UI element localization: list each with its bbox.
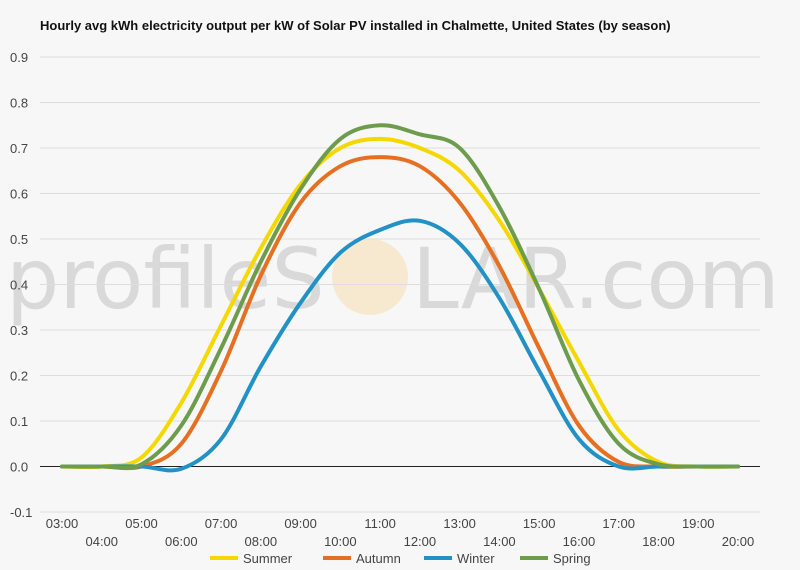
legend-label-winter: Winter — [457, 551, 495, 566]
y-tick-label: -0.1 — [10, 505, 32, 520]
y-tick-label: 0.3 — [10, 323, 28, 338]
x-tick-label: 05:00 — [125, 516, 158, 531]
watermark: profileS LAR.com — [6, 230, 780, 328]
legend-label-spring: Spring — [553, 551, 591, 566]
x-tick-label: 19:00 — [682, 516, 715, 531]
series-line-spring — [60, 123, 740, 470]
y-tick-label: 0.5 — [10, 232, 28, 247]
x-tick-label: 16:00 — [563, 534, 596, 549]
y-axis: -0.1 0.0 0.1 0.2 0.3 0.4 0.5 0.6 0.7 0.8 0.9 — [10, 50, 32, 520]
legend-label-summer: Summer — [243, 551, 293, 566]
y-tick-label: 0.1 — [10, 414, 28, 429]
watermark-sun-icon — [332, 239, 408, 315]
x-tick-label: 20:00 — [722, 534, 755, 549]
y-tick-label: 0.0 — [10, 460, 28, 475]
series-line-summer — [60, 136, 740, 470]
legend: Summer Autumn Winter Spring — [210, 551, 591, 566]
x-tick-label: 07:00 — [205, 516, 238, 531]
series-lines — [60, 123, 740, 473]
series-line-winter — [60, 218, 740, 473]
x-tick-label: 03:00 — [46, 516, 79, 531]
x-axis: 03:00 04:00 05:00 06:00 07:00 08:00 09:00 10:00… — [46, 516, 755, 549]
x-tick-label: 06:00 — [165, 534, 198, 549]
x-tick-label: 08:00 — [245, 534, 278, 549]
x-tick-label: 09:00 — [284, 516, 317, 531]
x-tick-label: 10:00 — [324, 534, 357, 549]
x-tick-label: 14:00 — [483, 534, 516, 549]
y-tick-label: 0.2 — [10, 369, 28, 384]
y-tick-label: 0.8 — [10, 96, 28, 111]
watermark-text-left: profileS — [6, 230, 325, 328]
x-tick-label: 13:00 — [443, 516, 476, 531]
y-tick-label: 0.7 — [10, 141, 28, 156]
x-tick-label: 17:00 — [602, 516, 635, 531]
legend-label-autumn: Autumn — [356, 551, 401, 566]
x-tick-label: 12:00 — [404, 534, 437, 549]
y-tick-label: 0.6 — [10, 187, 28, 202]
y-tick-label: 0.4 — [10, 278, 28, 293]
x-tick-label: 15:00 — [523, 516, 556, 531]
chart-title: Hourly avg kWh electricity output per kW… — [40, 18, 671, 33]
y-tick-label: 0.9 — [10, 50, 28, 65]
x-tick-label: 04:00 — [85, 534, 118, 549]
watermark-text-right: LAR.com — [412, 230, 780, 328]
series-line-autumn — [60, 155, 740, 471]
grid — [40, 56, 760, 513]
x-tick-label: 18:00 — [642, 534, 675, 549]
x-tick-label: 11:00 — [364, 516, 396, 531]
